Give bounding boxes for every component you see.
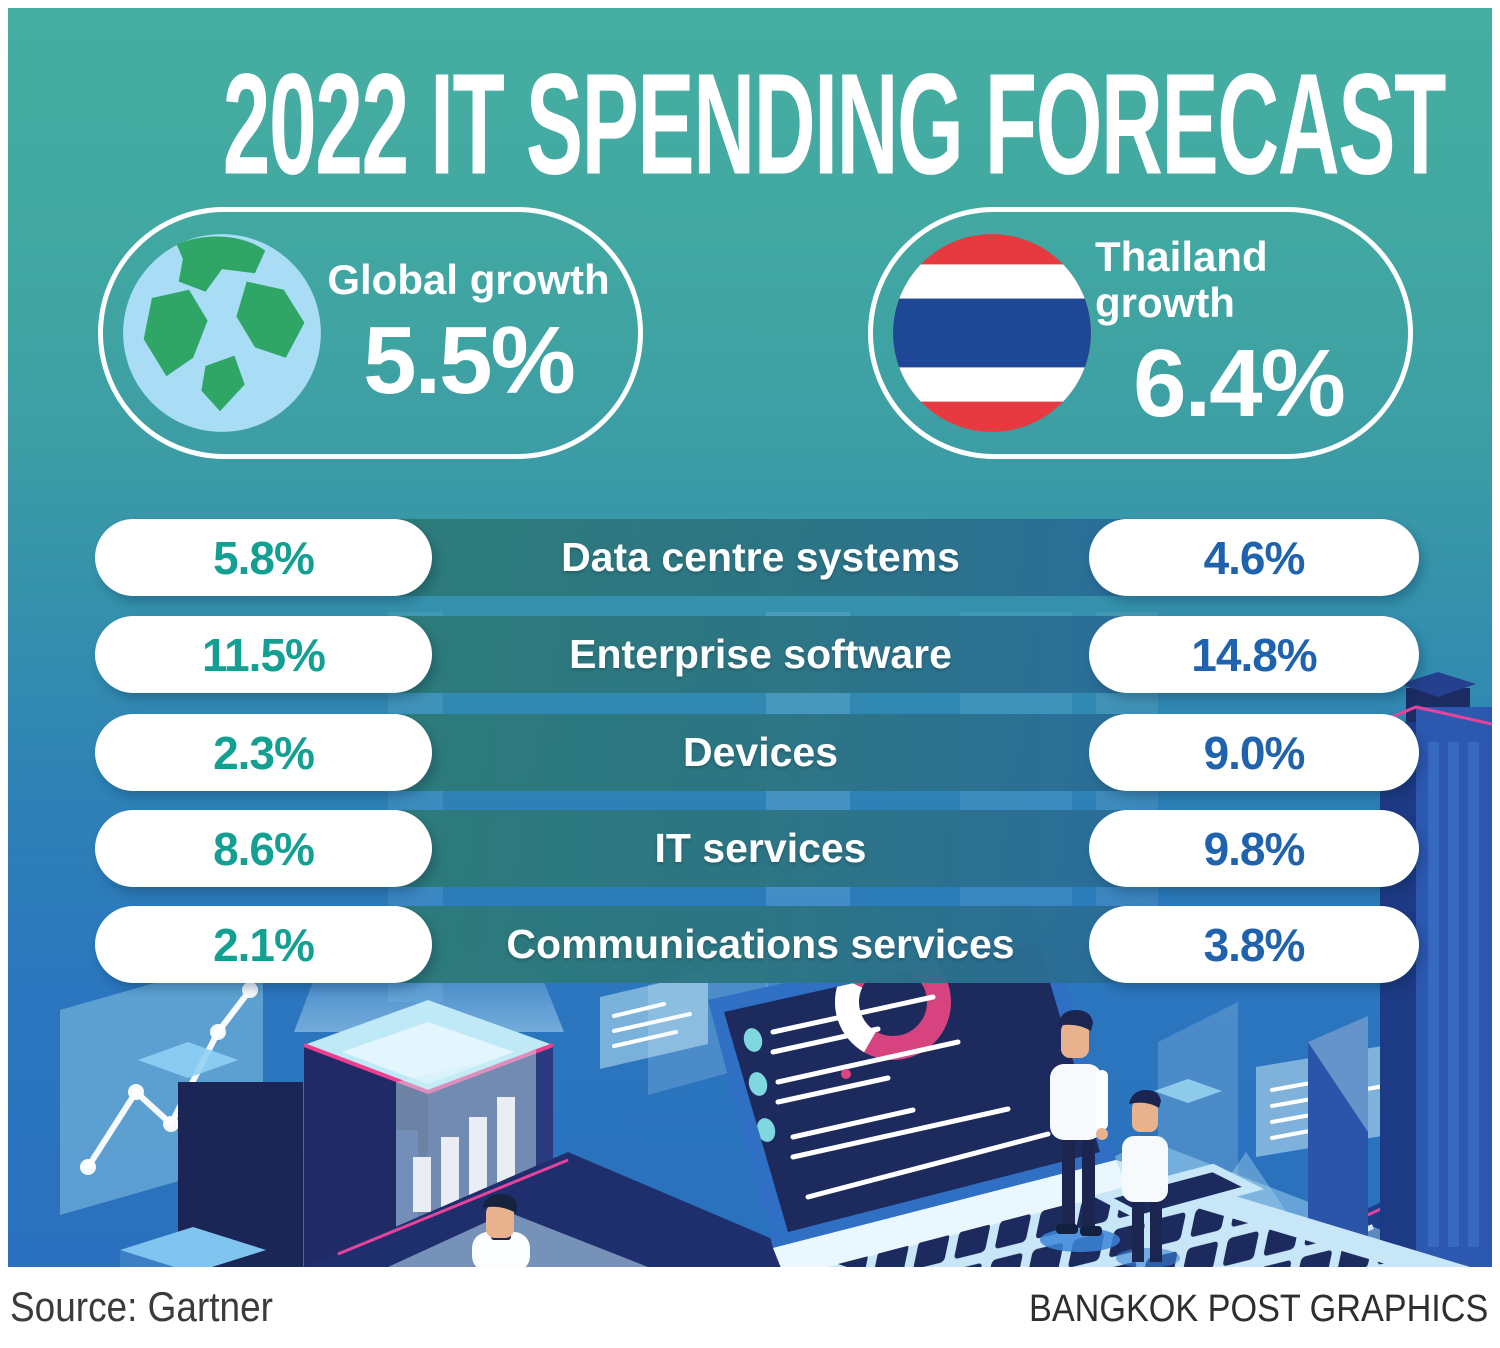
- segment-label: Communications services: [506, 921, 1015, 967]
- segment-label: Devices: [682, 729, 838, 775]
- laptop-icon: [708, 924, 1470, 1267]
- table-row: 8.6% IT services 9.8%: [8, 810, 1492, 887]
- badge-thailand-value: 6.4%: [1133, 330, 1346, 438]
- segment-label: Enterprise software: [569, 631, 952, 677]
- table-row: 5.8% Data centre systems 4.6%: [8, 519, 1492, 596]
- infographic: 2022 IT SPENDING FORECAST Global growth …: [8, 8, 1492, 1267]
- thailand-value-pill: 9.8%: [1089, 810, 1419, 887]
- person-figure: [1116, 1090, 1180, 1267]
- global-value-pill: 2.3%: [95, 714, 432, 791]
- badge-global-value: 5.5%: [363, 307, 576, 415]
- floating-cube-icon: [120, 1042, 266, 1267]
- global-value-pill: 8.6%: [95, 810, 432, 887]
- badge-global-text: Global growth 5.5%: [325, 255, 638, 415]
- segment-label: Data centre systems: [561, 534, 960, 580]
- badge-thailand-label: Thailand growth: [1095, 232, 1268, 326]
- badge-global-label: Global growth: [327, 255, 610, 303]
- segment-label: IT services: [654, 825, 867, 871]
- page-title-wrap: 2022 IT SPENDING FORECAST: [8, 52, 1492, 196]
- badge-global-growth: Global growth 5.5%: [98, 207, 643, 459]
- table-row: 2.3% Devices 9.0%: [8, 714, 1492, 791]
- person-figure: [472, 1193, 530, 1267]
- footer-bar: Source: Gartner BANGKOK POST GRAPHICS: [0, 1267, 1500, 1348]
- thailand-value-pill: 4.6%: [1089, 519, 1419, 596]
- credit-label: BANGKOK POST GRAPHICS: [1028, 1288, 1488, 1330]
- thailand-flag-icon: [893, 234, 1091, 432]
- global-value-pill: 2.1%: [95, 906, 432, 983]
- thailand-value-pill: 9.0%: [1089, 714, 1419, 791]
- globe-icon: [123, 234, 321, 432]
- person-figure: [1040, 1010, 1120, 1252]
- source-label: Source: Gartner: [10, 1283, 273, 1330]
- badge-thailand-growth: Thailand growth 6.4%: [868, 207, 1413, 459]
- thailand-value-pill: 3.8%: [1089, 906, 1419, 983]
- global-value-pill: 5.8%: [95, 519, 432, 596]
- global-value-pill: 11.5%: [95, 616, 432, 693]
- thailand-value-pill: 14.8%: [1089, 616, 1419, 693]
- table-row: 2.1% Communications services 3.8%: [8, 906, 1492, 983]
- table-row: 11.5% Enterprise software 14.8%: [8, 616, 1492, 693]
- page-title: 2022 IT SPENDING FORECAST: [222, 43, 1447, 205]
- badge-thailand-text: Thailand growth 6.4%: [1095, 232, 1408, 438]
